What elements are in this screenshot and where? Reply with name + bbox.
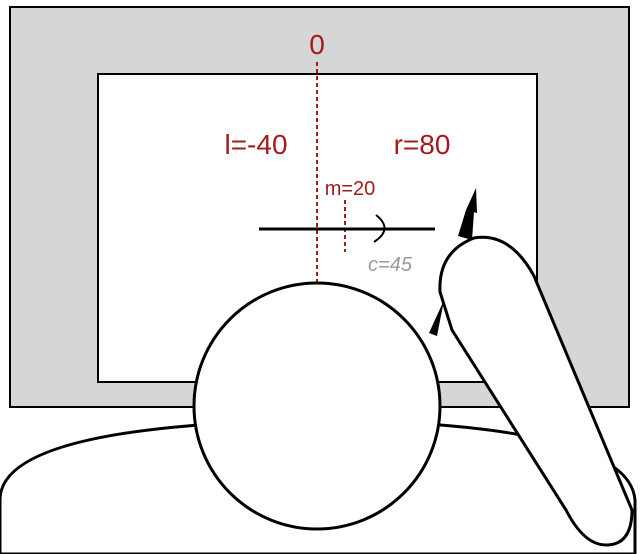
origin-label: 0 — [309, 29, 325, 60]
curvature-arc — [373, 214, 386, 243]
left-label: l=-40 — [224, 129, 287, 160]
pen-icon — [429, 188, 477, 336]
hand-icon — [438, 235, 634, 547]
curvature-label: c=45 — [368, 254, 413, 276]
head-icon — [192, 281, 442, 531]
middle-label: m=20 — [325, 178, 376, 200]
right-label: r=80 — [394, 129, 451, 160]
